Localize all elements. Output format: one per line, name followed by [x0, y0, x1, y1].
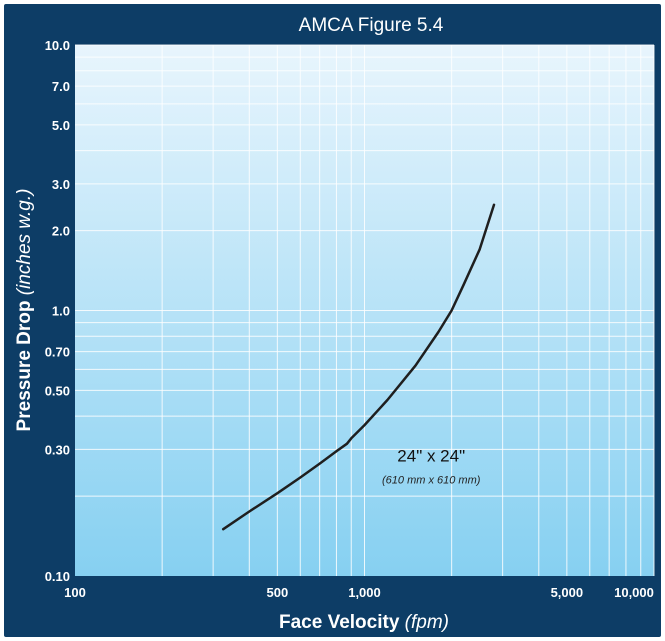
y-axis-unit: (inches w.g.)	[14, 189, 35, 296]
y-tick-label: 0.10	[45, 569, 70, 584]
y-tick-label: 0.50	[45, 383, 70, 398]
x-tick-label: 10,000	[614, 585, 654, 600]
y-tick-label: 2.0	[52, 224, 70, 239]
series-line-24x24	[221, 203, 496, 531]
y-axis-label: Pressure Drop (inches w.g.)	[14, 189, 35, 432]
annotation-size: 24" x 24"	[397, 446, 465, 465]
chart-title: AMCA Figure 5.4	[299, 15, 444, 36]
x-tick-label: 100	[64, 585, 86, 600]
x-axis-label-text: Face Velocity	[279, 612, 400, 633]
y-tick-label: 0.70	[45, 345, 70, 360]
x-tick-label: 5,000	[551, 585, 584, 600]
y-tick-label: 0.30	[45, 442, 70, 457]
x-tick-label: 1,000	[348, 585, 381, 600]
grid-lines	[75, 44, 655, 576]
y-tick-label: 5.0	[52, 118, 70, 133]
x-tick-label: 500	[267, 585, 289, 600]
y-tick-label: 1.0	[52, 304, 70, 319]
y-tick-label: 7.0	[52, 79, 70, 94]
annotation-size-metric: (610 mm x 610 mm)	[382, 475, 481, 487]
y-tick-label: 10.0	[45, 38, 70, 53]
y-axis-label-text: Pressure Drop	[14, 300, 35, 431]
x-axis-unit: (fpm)	[405, 612, 449, 633]
y-tick-label: 3.0	[52, 177, 70, 192]
x-axis-label: Face Velocity (fpm)	[279, 612, 449, 633]
tick-labels: 100 500 1,000 5,000 10,000 0.10 0.30 0.50 0.70 1.…	[45, 38, 654, 600]
